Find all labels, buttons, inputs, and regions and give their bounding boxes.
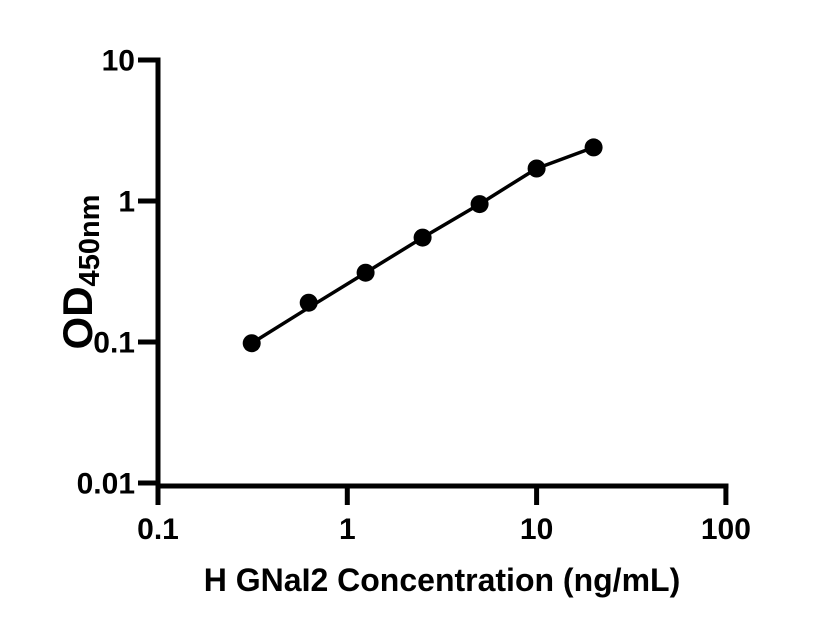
- data-point-marker: [356, 263, 375, 282]
- data-point-marker: [527, 159, 546, 178]
- y-tick-label: 10: [102, 45, 135, 78]
- x-tick-label: 10: [520, 513, 553, 546]
- y-tick-label: 0.1: [93, 327, 135, 360]
- y-tick-label: 1: [118, 186, 135, 219]
- data-point-marker: [584, 138, 603, 157]
- data-point-marker: [299, 293, 318, 312]
- y-axis-title: OD450nm: [54, 195, 106, 350]
- data-point-marker: [242, 334, 261, 353]
- data-point-marker: [470, 195, 489, 214]
- data-point-marker: [413, 228, 432, 247]
- x-tick-label: 0.1: [137, 513, 179, 546]
- x-tick-label: 100: [701, 513, 751, 546]
- x-tick-label: 1: [339, 513, 356, 546]
- y-tick-label: 0.01: [77, 468, 135, 501]
- x-axis-title: H GNaI2 Concentration (ng/mL): [204, 562, 680, 598]
- y-axis-title-sub: 450nm: [74, 195, 106, 287]
- y-axis-title-main: OD: [54, 286, 101, 349]
